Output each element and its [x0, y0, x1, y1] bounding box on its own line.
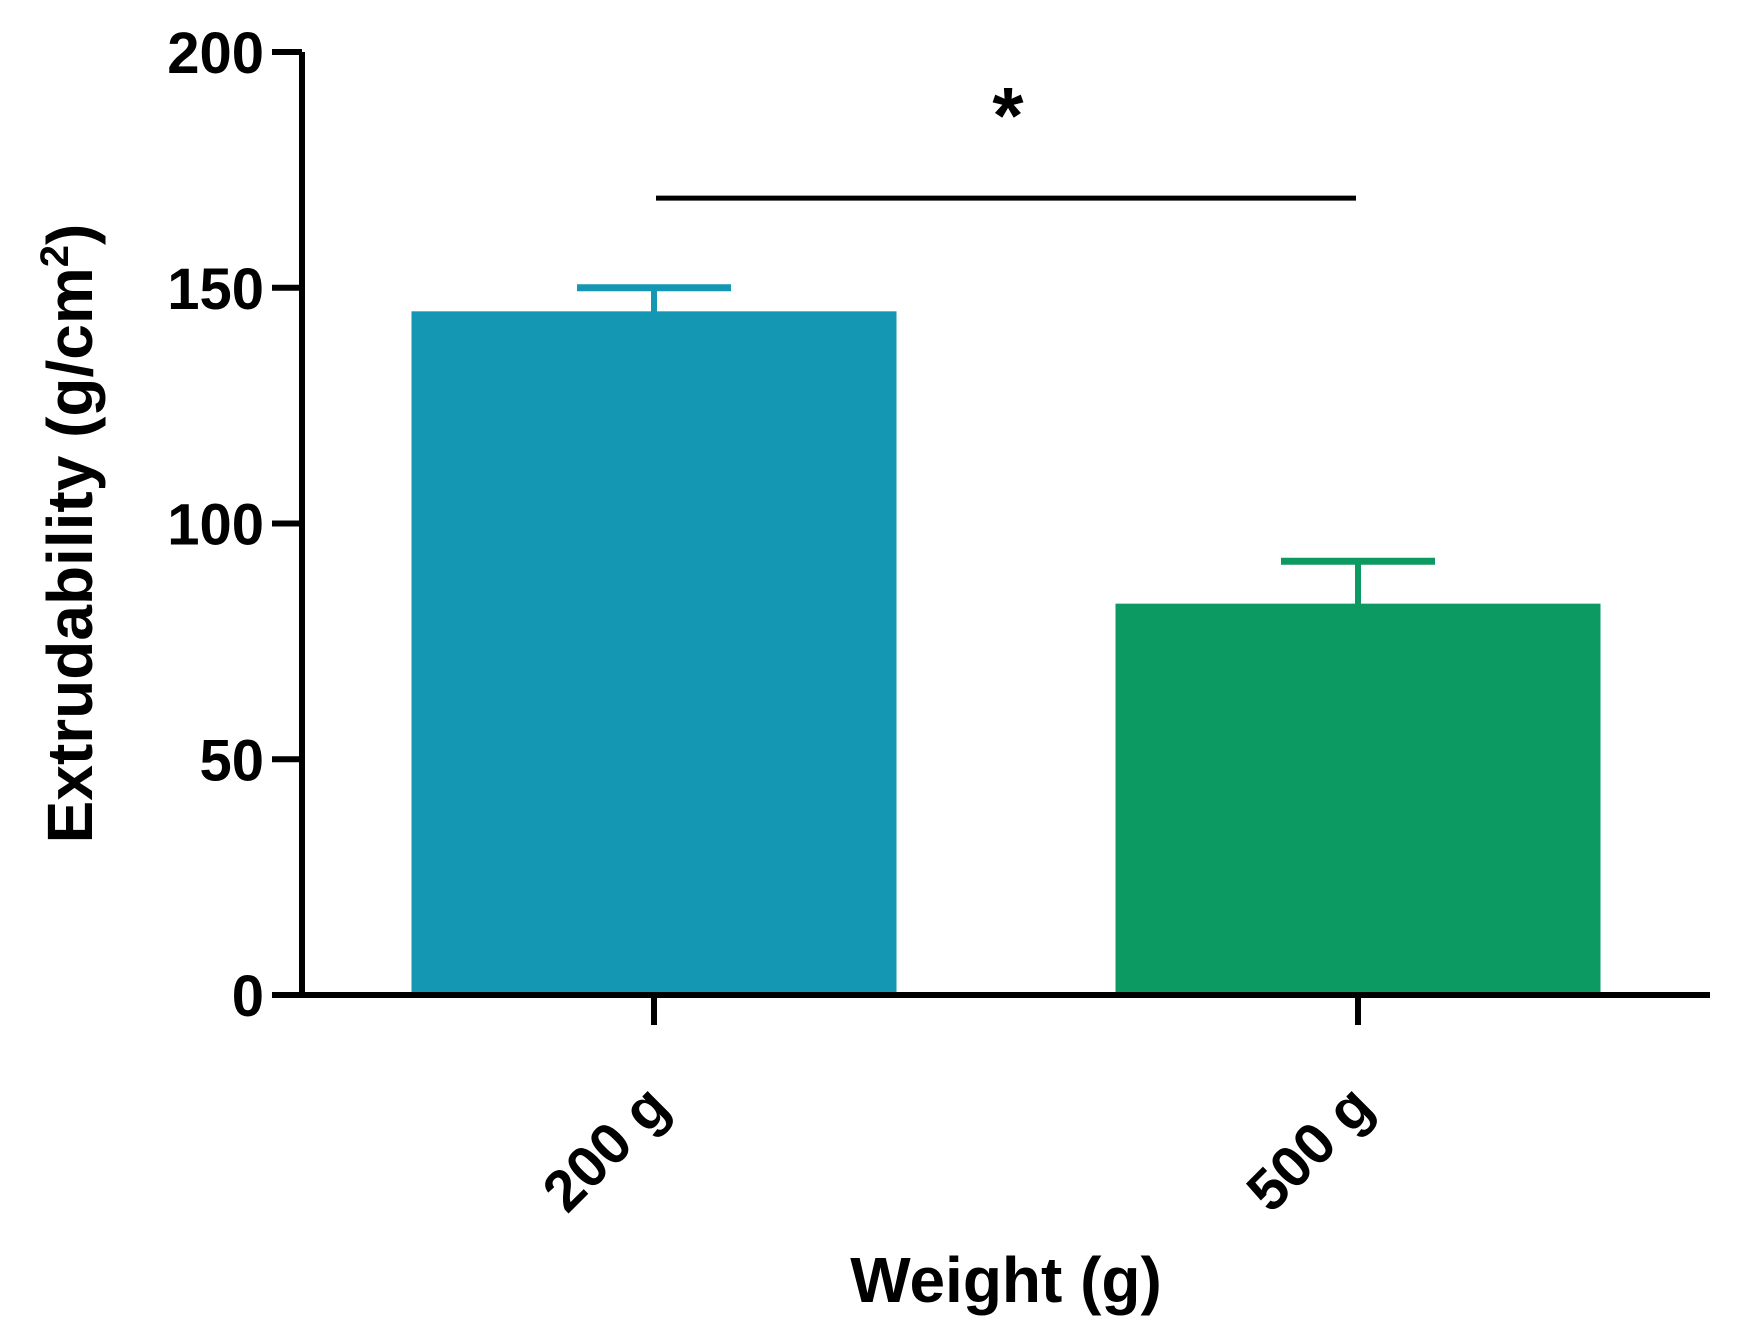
x-axis-title: Weight (g): [850, 1244, 1162, 1316]
y-tick-label: 150: [167, 257, 264, 322]
y-axis-ticks: 0 50 100 150 200: [167, 21, 302, 1029]
x-axis-ticks: [651, 995, 1361, 1025]
bar: [1115, 603, 1601, 992]
error-bars: [577, 284, 1435, 608]
x-tick-labels: 200 g 500 g: [530, 1073, 1385, 1224]
y-axis-title-superscript: 2: [33, 245, 77, 267]
y-tick-label: 0: [232, 964, 264, 1029]
y-tick-label: 50: [199, 728, 264, 793]
y-tick-label: 100: [167, 493, 264, 558]
y-axis-title-close: ): [34, 224, 106, 245]
bars: [411, 311, 1601, 992]
x-tick-label: 200 g: [530, 1073, 681, 1224]
x-tick-label: 500 g: [1234, 1073, 1385, 1224]
bar: [411, 311, 897, 992]
y-tick-label: 200: [167, 21, 264, 86]
y-axis-title: Extrudability (g/cm2): [33, 224, 106, 844]
significance-label: *: [992, 71, 1024, 160]
y-axis-title-main: Extrudability (g/cm: [34, 267, 106, 843]
